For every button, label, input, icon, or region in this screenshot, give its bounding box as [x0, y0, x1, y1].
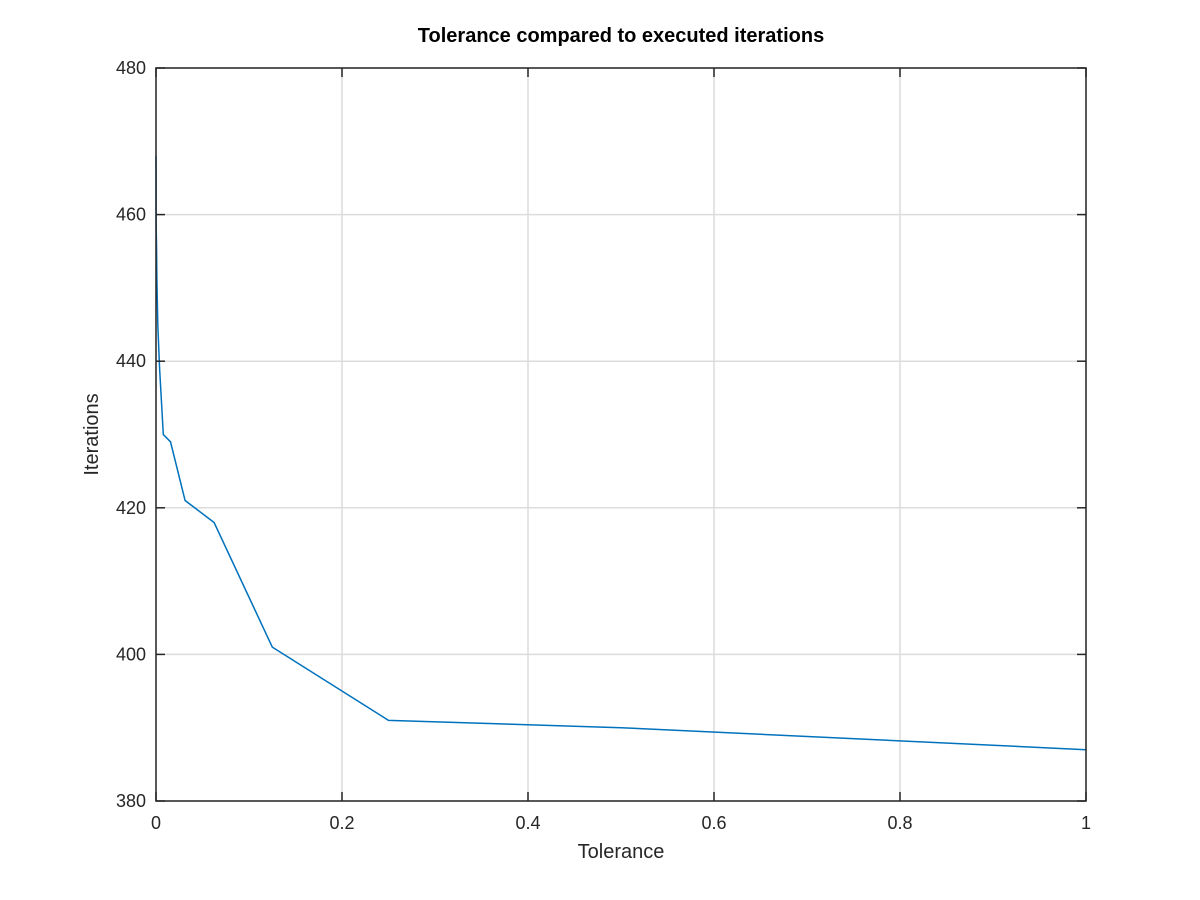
y-tick-label: 380	[116, 791, 146, 811]
x-tick-label: 0	[151, 813, 161, 833]
x-tick-label: 0.2	[329, 813, 354, 833]
y-tick-label: 400	[116, 644, 146, 664]
y-tick-labels: 380 400 420 440 460 480	[116, 58, 146, 811]
x-tick-labels: 0 0.2 0.4 0.6 0.8 1	[151, 813, 1091, 833]
y-tick-label: 420	[116, 498, 146, 518]
x-tick-label: 1	[1081, 813, 1091, 833]
x-tick-label: 0.4	[515, 813, 540, 833]
tick-marks	[155, 67, 1087, 802]
plot-area	[156, 68, 1086, 801]
y-axis-label: Iterations	[81, 393, 103, 475]
y-tick-label: 460	[116, 205, 146, 225]
y-tick-label: 480	[116, 58, 146, 78]
grid-lines	[155, 67, 1087, 802]
chart-title: Tolerance compared to executed iteration…	[418, 25, 824, 47]
x-axis-label: Tolerance	[578, 841, 665, 863]
axes-box	[155, 67, 1087, 802]
x-tick-label: 0.8	[887, 813, 912, 833]
y-tick-label: 440	[116, 351, 146, 371]
x-tick-label: 0.6	[701, 813, 726, 833]
